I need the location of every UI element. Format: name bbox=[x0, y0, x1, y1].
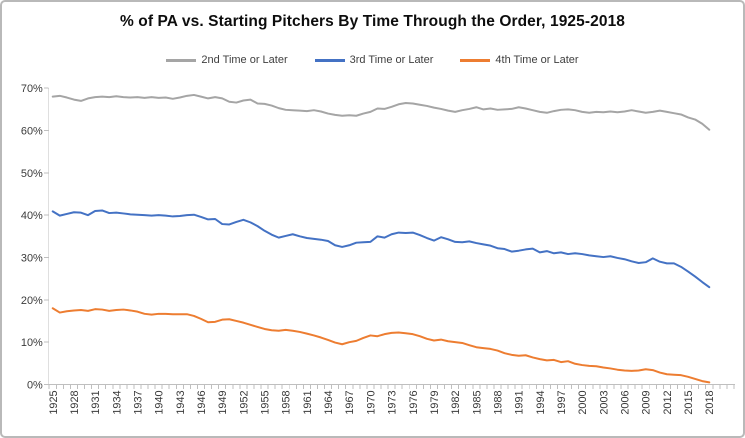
legend-label: 2nd Time or Later bbox=[201, 54, 288, 66]
x-axis-tick-label: 1925 bbox=[48, 390, 60, 414]
x-axis-tick-label: 2006 bbox=[620, 390, 632, 414]
legend: 2nd Time or Later 3rd Time or Later 4th … bbox=[2, 54, 743, 66]
x-axis-tick-label: 1970 bbox=[365, 390, 377, 414]
x-axis-tick-label: 1937 bbox=[132, 390, 144, 414]
y-axis-tick-label: 50% bbox=[21, 168, 43, 180]
x-axis-tick-label: 1952 bbox=[238, 390, 250, 414]
legend-label: 4th Time or Later bbox=[495, 54, 579, 66]
series-line-2nd-time-or-later bbox=[51, 93, 711, 131]
x-axis-tick-label: 1967 bbox=[344, 390, 356, 414]
x-axis-tick-label: 2000 bbox=[577, 390, 589, 414]
legend-line-swatch-blue bbox=[314, 58, 345, 62]
x-axis-tick-label: 1994 bbox=[535, 390, 547, 414]
y-axis-tick-label: 40% bbox=[21, 210, 43, 222]
legend-item-2nd-time: 2nd Time or Later bbox=[166, 54, 288, 66]
x-axis-tick-label: 2018 bbox=[704, 390, 716, 414]
x-axis-tick-label: 1940 bbox=[154, 390, 166, 414]
legend-item-3rd-time: 3rd Time or Later bbox=[314, 54, 434, 66]
y-axis-tick-label: 30% bbox=[21, 252, 43, 264]
x-axis-tick-label: 2012 bbox=[662, 390, 674, 414]
x-axis-tick-label: 2003 bbox=[598, 390, 610, 414]
x-axis-tick-label: 1931 bbox=[90, 390, 102, 414]
x-axis-tick-label: 2009 bbox=[641, 390, 653, 414]
x-axis-tick-label: 1961 bbox=[302, 390, 314, 414]
x-axis-tick-label: 1955 bbox=[260, 390, 272, 414]
x-axis-tick-label: 1982 bbox=[450, 390, 462, 414]
series-line-4th-time-or-later bbox=[51, 307, 711, 384]
legend-label: 3rd Time or Later bbox=[349, 54, 434, 66]
x-axis-tick-label: 1928 bbox=[69, 390, 81, 414]
legend-line-swatch-orange bbox=[460, 58, 491, 62]
x-axis-tick-label: 1979 bbox=[429, 390, 441, 414]
y-axis-tick-label: 20% bbox=[21, 295, 43, 307]
x-axis-tick-label: 1946 bbox=[196, 390, 208, 414]
x-axis-tick-label: 1985 bbox=[471, 390, 483, 414]
series-line-3rd-time-or-later bbox=[51, 209, 711, 289]
x-axis-tick-label: 1997 bbox=[556, 390, 568, 414]
y-axis-tick-label: 70% bbox=[21, 83, 43, 95]
x-axis-tick-label: 1988 bbox=[492, 390, 504, 414]
x-axis-tick-label: 1973 bbox=[387, 390, 399, 414]
x-axis-tick-label: 1949 bbox=[217, 390, 229, 414]
x-axis-tick-label: 1991 bbox=[514, 390, 526, 414]
x-axis-tick-label: 1958 bbox=[281, 390, 293, 414]
x-axis-tick-label: 1964 bbox=[323, 390, 335, 414]
x-axis-tick-label: 1934 bbox=[111, 390, 123, 414]
y-axis-tick-label: 0% bbox=[27, 379, 43, 391]
chart-title: % of PA vs. Starting Pitchers By Time Th… bbox=[119, 13, 626, 30]
legend-item-4th-time: 4th Time or Later bbox=[460, 54, 579, 66]
y-axis-tick-label: 60% bbox=[21, 126, 43, 138]
x-axis-tick-label: 1976 bbox=[408, 390, 420, 414]
x-axis-tick-label: 2015 bbox=[683, 390, 695, 414]
legend-line-swatch-gray bbox=[166, 58, 197, 62]
x-axis-tick-label: 1943 bbox=[175, 390, 187, 414]
y-axis-tick-label: 10% bbox=[21, 337, 43, 349]
